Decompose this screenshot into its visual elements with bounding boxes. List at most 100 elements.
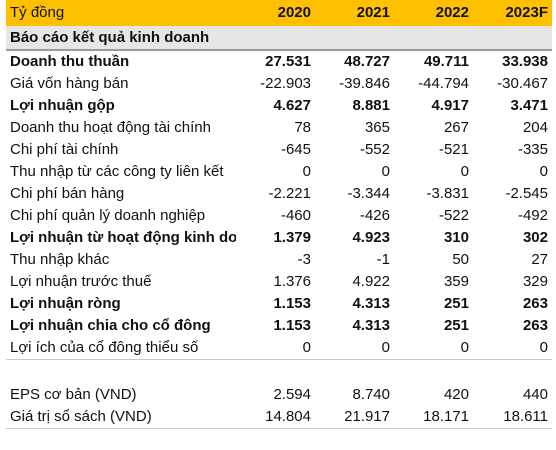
row-value: 18.611: [473, 406, 552, 429]
row-value: 420: [443, 386, 469, 403]
income-statement-table: Tỷ đồng 2020 2021 2022 2023F Báo cáo kết…: [6, 0, 552, 429]
row-value: -552: [359, 141, 390, 158]
row-label: Lợi ích của cổ đông thiểu số: [6, 337, 236, 360]
row-value: 0: [460, 163, 469, 180]
table-row: Lợi ích của cổ đông thiểu số 0 0 0 0: [6, 337, 552, 360]
row-value: -460: [280, 207, 311, 224]
row-value: 310: [443, 229, 469, 246]
year-2021-header: 2021: [315, 0, 394, 26]
row-value: -3.831: [426, 185, 469, 202]
row-value: 1.376: [273, 273, 311, 290]
row-value: -492: [517, 207, 548, 224]
year-2020-header: 2020: [236, 0, 315, 26]
row-value: -426: [359, 207, 390, 224]
table-row: Chi phí quản lý doanh nghiệp -460 -426 -522…: [6, 205, 552, 227]
row-value: -1: [376, 251, 390, 268]
row-value: 49.711: [423, 53, 469, 70]
row-label: EPS cơ bản (VND): [10, 386, 137, 403]
spacer-row: [6, 360, 552, 385]
row-value: 27.531: [265, 53, 311, 70]
section-title: Báo cáo kết quả kinh doanh: [6, 26, 552, 51]
row-value: 263: [522, 317, 548, 334]
row-value: 8.740: [352, 386, 390, 403]
row-label: Chi phí tài chính: [10, 141, 119, 158]
row-value: 0: [302, 163, 311, 180]
row-value: 0: [394, 337, 473, 360]
row-value: 0: [315, 337, 394, 360]
table-header-row: Tỷ đồng 2020 2021 2022 2023F: [6, 0, 552, 26]
row-value: -3: [297, 251, 311, 268]
row-value: 0: [473, 337, 552, 360]
row-value: 302: [522, 229, 548, 246]
row-value: 50: [452, 251, 469, 268]
row-value: 27: [531, 251, 548, 268]
row-value: 0: [381, 163, 390, 180]
row-value: 251: [443, 295, 469, 312]
row-label: Doanh thu thuần: [10, 53, 130, 70]
table-row: Giá vốn hàng bán -22.903 -39.846 -44.794 -30…: [6, 73, 552, 95]
table-row: Thu nhập khác -3 -1 50 27: [6, 249, 552, 271]
row-value: -30.467: [497, 75, 548, 92]
row-value: 267: [443, 119, 469, 136]
table-row: Thu nhập từ các công ty liên kết 0 0 0 0: [6, 161, 552, 183]
row-label: Lợi nhuận chia cho cổ đông: [10, 317, 211, 334]
row-value: -39.846: [339, 75, 390, 92]
row-value: 14.804: [236, 406, 315, 429]
table-row: Lợi nhuận trước thuế 1.376 4.922 359 329: [6, 271, 552, 293]
table-row: Doanh thu thuần 27.531 48.727 49.711 33.938: [6, 50, 552, 73]
row-value: 365: [364, 119, 390, 136]
year-2022-header: 2022: [394, 0, 473, 26]
row-value: -521: [438, 141, 469, 158]
row-value: 0: [236, 337, 315, 360]
row-value: 359: [443, 273, 469, 290]
row-value: 1.153: [273, 295, 311, 312]
row-value: 48.727: [344, 53, 390, 70]
row-label: Giá vốn hàng bán: [10, 75, 129, 92]
row-label: Doanh thu hoạt động tài chính: [10, 119, 211, 136]
row-label: Lợi nhuận trước thuế: [10, 273, 152, 290]
table-row: EPS cơ bản (VND) 2.594 8.740 420 440: [6, 384, 552, 406]
year-2023f-header: 2023F: [473, 0, 552, 26]
row-label: Thu nhập khác: [10, 251, 110, 268]
row-value: 1.379: [273, 229, 311, 246]
row-value: 4.313: [352, 317, 390, 334]
row-label: Lợi nhuận gộp: [10, 97, 115, 114]
row-label: Lợi nhuận từ hoạt động kinh doanh: [10, 229, 236, 246]
row-value: 4.923: [352, 229, 390, 246]
row-value: 251: [443, 317, 469, 334]
row-value: 4.313: [352, 295, 390, 312]
section-title-row: Báo cáo kết quả kinh doanh: [6, 26, 552, 51]
row-label: Giá trị sổ sách (VND): [6, 406, 236, 429]
row-value: 329: [522, 273, 548, 290]
row-value: 8.881: [352, 97, 390, 114]
table-row: Lợi nhuận chia cho cổ đông 1.153 4.313 251 2…: [6, 315, 552, 337]
table-row: Chi phí tài chính -645 -552 -521 -335: [6, 139, 552, 161]
table-row: Doanh thu hoạt động tài chính 78 365 267 204: [6, 117, 552, 139]
table-row: Lợi nhuận từ hoạt động kinh doanh 1.379 4.…: [6, 227, 552, 249]
row-value: 21.917: [315, 406, 394, 429]
row-label: Chi phí bán hàng: [10, 185, 125, 202]
unit-label: Tỷ đồng: [6, 0, 236, 26]
table-row: Lợi nhuận ròng 1.153 4.313 251 263: [6, 293, 552, 315]
row-value: -335: [517, 141, 548, 158]
row-value: -44.794: [418, 75, 469, 92]
row-value: 3.471: [510, 97, 548, 114]
row-value: 33.938: [502, 53, 548, 70]
row-value: 1.153: [273, 317, 311, 334]
row-value: 78: [294, 119, 311, 136]
table-row: Giá trị sổ sách (VND) 14.804 21.917 18.171 1…: [6, 406, 552, 429]
row-value: -22.903: [260, 75, 311, 92]
row-value: -645: [280, 141, 311, 158]
row-value: -2.545: [505, 185, 548, 202]
row-value: -2.221: [268, 185, 311, 202]
row-value: 4.922: [352, 273, 390, 290]
table-row: Chi phí bán hàng -2.221 -3.344 -3.831 -2.545: [6, 183, 552, 205]
row-label: Lợi nhuận ròng: [10, 295, 121, 312]
row-label: Chi phí quản lý doanh nghiệp: [10, 207, 206, 224]
row-label: Thu nhập từ các công ty liên kết: [10, 163, 224, 180]
row-value: 4.627: [273, 97, 311, 114]
row-value: 4.917: [431, 97, 469, 114]
row-value: 263: [522, 295, 548, 312]
row-value: -522: [438, 207, 469, 224]
